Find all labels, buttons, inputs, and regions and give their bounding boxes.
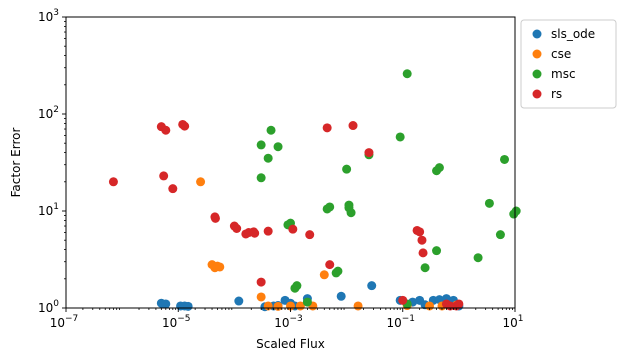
- data-point: [500, 154, 509, 164]
- tick-label: 102: [38, 105, 59, 121]
- data-point: [234, 296, 244, 306]
- legend-marker: [532, 49, 542, 59]
- tick-label: 10−3: [274, 314, 303, 330]
- data-point: [266, 125, 276, 135]
- data-point: [348, 121, 358, 131]
- data-point: [367, 281, 377, 291]
- tick-label: 100: [38, 299, 59, 315]
- data-point: [292, 281, 302, 291]
- axis-ticks: 10−7 10−5 10−3 10−1 101 100 101 102 103: [38, 8, 524, 330]
- data-point: [415, 227, 425, 237]
- data-point: [196, 177, 206, 187]
- data-point: [256, 140, 266, 150]
- legend-label: msc: [551, 67, 576, 81]
- data-point: [322, 123, 332, 133]
- tick-label: 10−5: [162, 314, 191, 330]
- legend-label: cse: [551, 47, 571, 61]
- data-point: [342, 164, 352, 174]
- data-point: [454, 299, 464, 309]
- data-point: [432, 246, 442, 256]
- legend-frame: [520, 19, 617, 109]
- data-point: [305, 230, 315, 240]
- data-point: [353, 301, 363, 311]
- data-point: [495, 230, 505, 240]
- data-point: [273, 142, 283, 152]
- data-point: [232, 224, 242, 233]
- x-axis-label: Scaled Flux: [256, 337, 325, 351]
- tick-label: 103: [38, 8, 59, 24]
- data-point: [183, 301, 193, 311]
- data-point: [161, 125, 171, 135]
- tick-label: 10−1: [386, 314, 415, 330]
- data-point: [344, 203, 354, 213]
- data-point: [511, 206, 521, 216]
- data-point: [288, 224, 298, 234]
- data-point: [215, 262, 225, 272]
- data-point: [256, 277, 266, 287]
- data-point: [159, 171, 169, 181]
- legend-label: sls_ode: [551, 27, 595, 41]
- data-point: [473, 253, 483, 263]
- data-point: [180, 121, 190, 131]
- data-point: [336, 291, 346, 301]
- legend-marker: [532, 89, 542, 99]
- data-point: [484, 198, 494, 208]
- tick-label: 10−7: [50, 314, 79, 330]
- data-point: [256, 292, 266, 302]
- data-point: [420, 263, 430, 273]
- data-point: [108, 177, 118, 187]
- data-point: [364, 148, 374, 158]
- data-point: [161, 299, 171, 309]
- data-point: [395, 132, 405, 142]
- data-point: [434, 163, 444, 173]
- data-point: [325, 202, 335, 212]
- tick-label: 101: [38, 202, 59, 218]
- data-point: [417, 235, 427, 245]
- tick-label: 101: [502, 314, 523, 330]
- data-point: [402, 69, 412, 79]
- data-point: [256, 173, 266, 183]
- data-point: [398, 295, 408, 305]
- data-point: [168, 184, 178, 194]
- data-point: [210, 213, 220, 223]
- data-point: [325, 260, 335, 270]
- data-point: [418, 248, 428, 258]
- legend-marker: [532, 29, 542, 39]
- legend-label: rs: [551, 87, 562, 101]
- data-point: [302, 297, 312, 307]
- data-point: [263, 226, 273, 236]
- data-point: [331, 268, 341, 278]
- y-axis-label: Factor Error: [9, 128, 23, 198]
- data-point: [273, 301, 283, 311]
- data-point: [263, 153, 273, 163]
- data-point: [319, 270, 329, 280]
- data-point: [250, 228, 260, 238]
- legend-marker: [532, 69, 542, 79]
